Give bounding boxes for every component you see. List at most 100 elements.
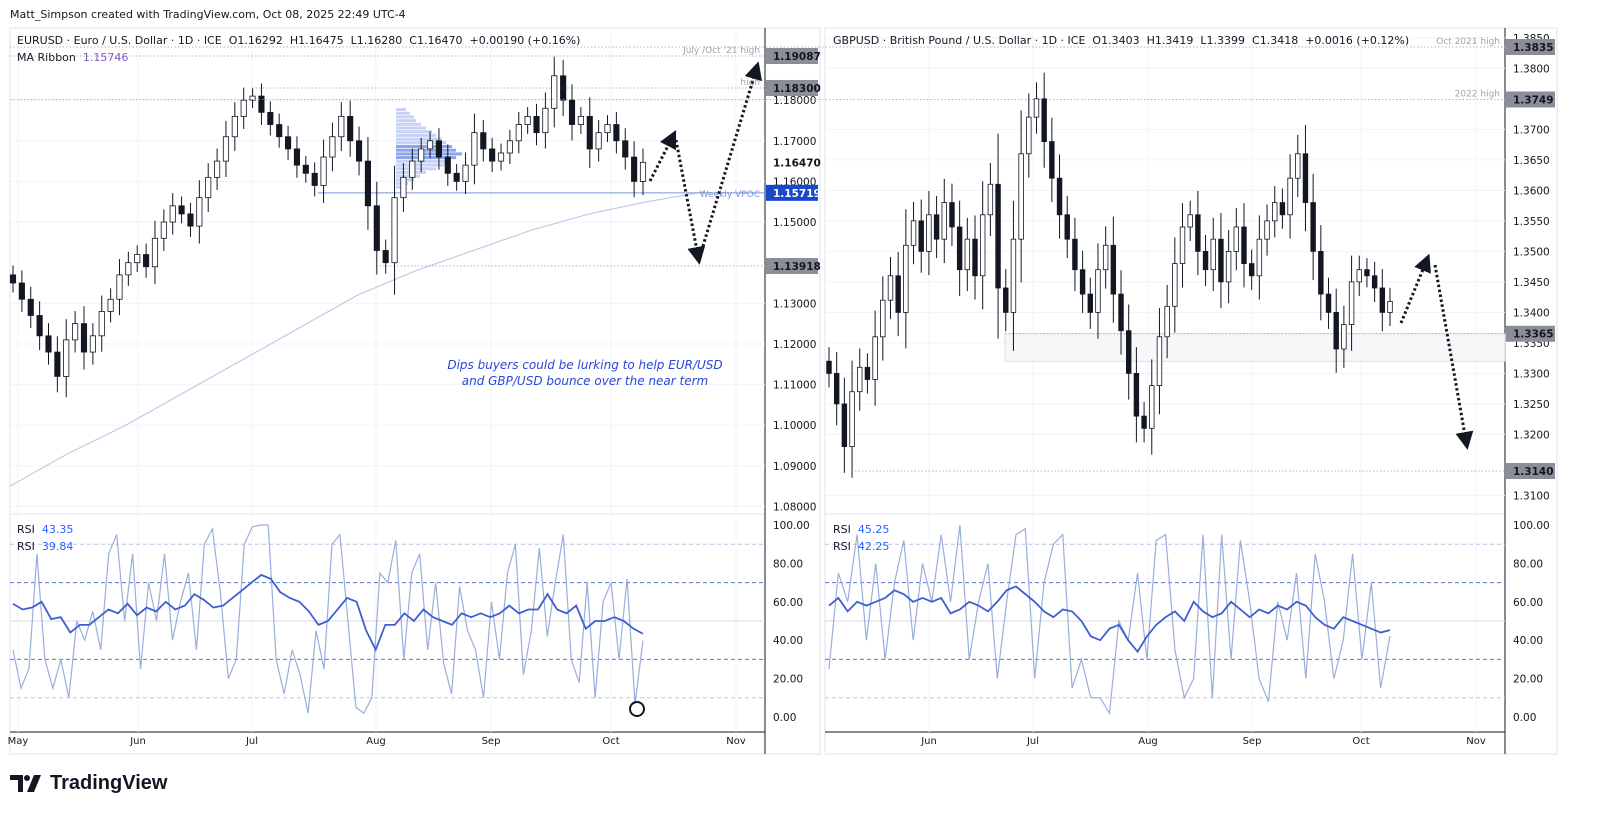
candle[interactable]: [1049, 117, 1055, 202]
candle[interactable]: [1310, 173, 1316, 281]
candle[interactable]: [1356, 255, 1362, 296]
candle[interactable]: [1341, 305, 1347, 368]
candle[interactable]: [214, 148, 221, 190]
candle[interactable]: [604, 115, 611, 143]
candle[interactable]: [1348, 255, 1355, 351]
candle[interactable]: [949, 183, 955, 246]
candle[interactable]: [933, 195, 940, 259]
candle[interactable]: [1156, 308, 1163, 415]
candle[interactable]: [444, 144, 451, 186]
candle[interactable]: [143, 243, 150, 278]
candle[interactable]: [338, 102, 345, 151]
symbol-title[interactable]: EURUSD · Euro / U.S. Dollar · 1D · ICE: [17, 34, 222, 47]
candle[interactable]: [826, 347, 832, 388]
candle[interactable]: [903, 209, 909, 349]
candle[interactable]: [1102, 226, 1109, 289]
candle[interactable]: [27, 286, 34, 329]
candle[interactable]: [880, 276, 886, 361]
candle[interactable]: [841, 377, 848, 473]
candle[interactable]: [1256, 215, 1263, 300]
rsi-slow-line[interactable]: [828, 585, 1391, 654]
candle[interactable]: [1133, 347, 1140, 443]
candle[interactable]: [1325, 277, 1332, 329]
candle[interactable]: [506, 129, 513, 164]
candle[interactable]: [240, 87, 247, 130]
candle[interactable]: [222, 120, 230, 177]
candle[interactable]: [1248, 249, 1255, 290]
candle[interactable]: [382, 239, 389, 274]
candle[interactable]: [418, 137, 425, 173]
candle[interactable]: [1072, 217, 1078, 292]
candle[interactable]: [864, 353, 871, 394]
candle[interactable]: [293, 136, 301, 178]
candle[interactable]: [116, 259, 123, 316]
candle[interactable]: [1379, 269, 1386, 332]
candle[interactable]: [551, 56, 558, 128]
candle[interactable]: [1010, 200, 1017, 351]
candle[interactable]: [1164, 284, 1170, 359]
candle[interactable]: [134, 245, 141, 273]
candle[interactable]: [1026, 93, 1032, 178]
candle[interactable]: [453, 163, 460, 191]
candle[interactable]: [178, 196, 185, 224]
candle[interactable]: [1018, 110, 1024, 283]
candle[interactable]: [267, 101, 274, 136]
candle[interactable]: [577, 107, 584, 134]
candle[interactable]: [918, 199, 924, 273]
candle[interactable]: [1272, 186, 1278, 238]
candle[interactable]: [857, 348, 863, 411]
candle[interactable]: [435, 128, 442, 170]
candle[interactable]: [151, 220, 159, 285]
candle[interactable]: [160, 209, 167, 251]
candle[interactable]: [1302, 125, 1309, 232]
candle[interactable]: [568, 84, 576, 141]
candle[interactable]: [489, 137, 496, 173]
candle[interactable]: [400, 163, 407, 212]
candle[interactable]: [63, 319, 70, 398]
candle[interactable]: [631, 141, 638, 198]
candle[interactable]: [329, 122, 336, 172]
candle[interactable]: [833, 352, 840, 426]
candle[interactable]: [1264, 204, 1270, 256]
candle[interactable]: [302, 155, 309, 183]
candle[interactable]: [169, 193, 176, 235]
candle[interactable]: [1287, 154, 1293, 239]
rsi-legend-1[interactable]: RSI 43.35: [17, 523, 74, 536]
candle[interactable]: [1241, 203, 1247, 288]
candle[interactable]: [887, 256, 894, 320]
candle[interactable]: [1387, 287, 1393, 326]
candle[interactable]: [1149, 359, 1155, 455]
candle[interactable]: [995, 133, 1001, 339]
candle[interactable]: [107, 288, 114, 323]
forecast-arrow[interactable]: [698, 61, 763, 257]
candle[interactable]: [1179, 203, 1186, 288]
forecast-arrow[interactable]: [1399, 253, 1431, 324]
rsi-legend-1[interactable]: RSI 45.25: [833, 523, 890, 536]
candle[interactable]: [355, 126, 363, 176]
candle[interactable]: [1295, 134, 1301, 198]
candle[interactable]: [910, 201, 917, 265]
candle[interactable]: [1371, 261, 1378, 303]
candle[interactable]: [1064, 195, 1070, 259]
candle[interactable]: [497, 143, 505, 171]
candle[interactable]: [1333, 288, 1339, 373]
candle[interactable]: [80, 306, 88, 370]
candle[interactable]: [941, 178, 947, 263]
candle[interactable]: [471, 113, 478, 185]
candle[interactable]: [1126, 304, 1132, 400]
ma-ribbon-legend[interactable]: MA Ribbon 1.15746: [17, 51, 129, 64]
rsi-slow-line[interactable]: [12, 573, 644, 653]
candle[interactable]: [426, 131, 434, 159]
candle[interactable]: [1172, 237, 1178, 333]
candle[interactable]: [36, 301, 43, 351]
candle[interactable]: [373, 181, 380, 275]
candle[interactable]: [1079, 250, 1086, 314]
candle[interactable]: [205, 163, 212, 212]
rsi-oversold-circle[interactable]: [629, 701, 645, 717]
candle[interactable]: [1195, 190, 1201, 276]
candle[interactable]: [1318, 225, 1324, 321]
candle[interactable]: [276, 113, 283, 148]
rsi-fast-line[interactable]: [828, 524, 1391, 715]
candle[interactable]: [1364, 258, 1370, 288]
candle[interactable]: [18, 270, 25, 312]
